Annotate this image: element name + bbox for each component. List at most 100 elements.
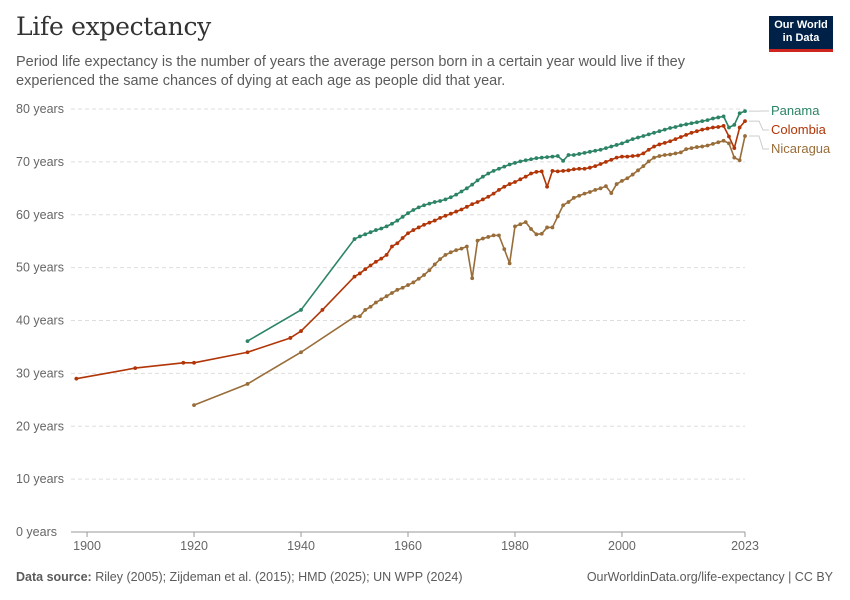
data-point[interactable] — [518, 177, 523, 182]
data-point[interactable] — [443, 253, 448, 257]
data-point[interactable] — [529, 171, 533, 176]
data-point[interactable] — [374, 228, 378, 232]
data-point[interactable] — [454, 209, 459, 214]
data-point[interactable] — [470, 182, 475, 187]
data-point[interactable] — [513, 224, 517, 229]
data-point[interactable] — [448, 250, 453, 255]
data-point[interactable] — [662, 153, 667, 157]
data-point[interactable] — [384, 294, 389, 299]
data-point[interactable] — [470, 202, 475, 207]
series-colombia[interactable] — [74, 119, 747, 381]
data-point[interactable] — [705, 118, 710, 123]
data-point[interactable] — [395, 241, 400, 246]
data-point[interactable] — [432, 262, 437, 267]
data-point[interactable] — [737, 111, 742, 116]
data-point[interactable] — [502, 164, 507, 169]
data-point[interactable] — [657, 142, 662, 147]
data-point[interactable] — [539, 231, 544, 236]
data-point[interactable] — [438, 199, 442, 203]
data-point[interactable] — [502, 247, 507, 252]
data-point[interactable] — [604, 146, 608, 151]
data-point[interactable] — [550, 168, 555, 173]
data-point[interactable] — [711, 116, 715, 121]
data-point[interactable] — [620, 141, 624, 146]
data-point[interactable] — [448, 211, 453, 216]
data-point[interactable] — [491, 191, 496, 196]
data-point[interactable] — [737, 125, 742, 130]
data-point[interactable] — [497, 166, 501, 171]
data-point[interactable] — [630, 172, 635, 177]
data-point[interactable] — [636, 135, 640, 140]
data-point[interactable] — [299, 350, 303, 355]
data-point[interactable] — [464, 244, 469, 249]
series-line[interactable] — [193, 135, 746, 406]
data-point[interactable] — [641, 151, 646, 156]
data-point[interactable] — [598, 162, 603, 166]
data-point[interactable] — [587, 149, 592, 154]
data-point[interactable] — [497, 233, 501, 238]
data-point[interactable] — [555, 169, 560, 174]
data-point[interactable] — [727, 134, 731, 139]
data-point[interactable] — [566, 168, 571, 173]
data-point[interactable] — [732, 155, 737, 160]
data-point[interactable] — [625, 176, 630, 181]
data-point[interactable] — [721, 114, 726, 119]
data-point[interactable] — [411, 208, 416, 212]
data-point[interactable] — [406, 211, 410, 216]
data-point[interactable] — [582, 191, 587, 196]
data-point[interactable] — [673, 151, 678, 156]
data-point[interactable] — [470, 276, 475, 281]
data-point[interactable] — [491, 168, 496, 173]
data-point[interactable] — [513, 161, 517, 165]
data-point[interactable] — [395, 218, 400, 223]
data-point[interactable] — [652, 144, 656, 149]
data-point[interactable] — [620, 154, 624, 159]
data-point[interactable] — [486, 171, 491, 176]
data-point[interactable] — [604, 159, 608, 164]
data-point[interactable] — [374, 300, 378, 305]
data-point[interactable] — [475, 238, 480, 243]
legend-label-nicaragua[interactable]: Nicaragua — [771, 141, 831, 156]
data-point[interactable] — [192, 360, 196, 365]
data-point[interactable] — [427, 201, 432, 206]
data-point[interactable] — [464, 186, 469, 191]
owid-logo[interactable]: Our World in Data — [769, 16, 833, 52]
data-point[interactable] — [598, 147, 603, 152]
data-point[interactable] — [545, 184, 549, 189]
data-point[interactable] — [475, 178, 480, 183]
data-point[interactable] — [513, 180, 517, 184]
series-line[interactable] — [247, 110, 746, 342]
data-point[interactable] — [443, 197, 448, 202]
data-point[interactable] — [432, 200, 437, 204]
data-point[interactable] — [491, 233, 496, 238]
data-point[interactable] — [357, 234, 362, 239]
data-point[interactable] — [363, 308, 368, 312]
data-point[interactable] — [577, 166, 582, 171]
data-point[interactable] — [475, 200, 480, 204]
data-point[interactable] — [743, 119, 747, 124]
data-point[interactable] — [662, 140, 667, 145]
data-point[interactable] — [571, 153, 576, 157]
data-point[interactable] — [582, 150, 587, 155]
legend-label-panama[interactable]: Panama — [771, 103, 820, 118]
data-point[interactable] — [673, 125, 678, 129]
data-point[interactable] — [133, 366, 138, 370]
data-point[interactable] — [406, 231, 410, 236]
data-point[interactable] — [711, 125, 715, 130]
data-point[interactable] — [411, 280, 416, 285]
data-point[interactable] — [646, 147, 651, 152]
data-point[interactable] — [245, 382, 250, 386]
data-point[interactable] — [539, 155, 544, 160]
data-point[interactable] — [288, 336, 293, 340]
data-point[interactable] — [464, 204, 469, 209]
data-point[interactable] — [299, 308, 303, 312]
data-point[interactable] — [181, 360, 186, 365]
data-point[interactable] — [454, 192, 459, 197]
data-point[interactable] — [555, 214, 560, 219]
data-point[interactable] — [400, 285, 405, 290]
data-point[interactable] — [416, 225, 421, 230]
data-point[interactable] — [604, 184, 608, 189]
data-point[interactable] — [384, 253, 389, 257]
data-point[interactable] — [571, 195, 576, 200]
data-point[interactable] — [743, 134, 747, 138]
